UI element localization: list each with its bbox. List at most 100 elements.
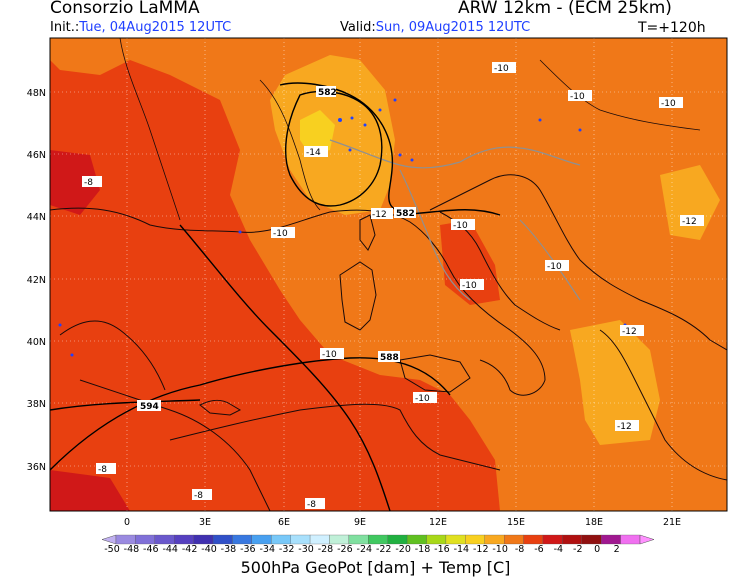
colorbar-swatch — [329, 534, 350, 545]
colorbar-swatch — [601, 534, 621, 545]
border-italy-inner — [399, 169, 471, 301]
colorbar-label: -2 — [573, 544, 582, 555]
coast-sardinia — [339, 261, 377, 331]
temp-label: -8 — [307, 500, 316, 510]
colorbar-swatch — [232, 534, 253, 545]
temp-label: -8 — [98, 465, 107, 475]
temp-label: -12 — [372, 210, 387, 220]
temp-label: -12 — [617, 422, 632, 432]
coast-corsica — [359, 214, 376, 251]
temp-label: -10 — [547, 262, 562, 272]
temp-region-minus10-northwest — [50, 38, 130, 75]
latitude-labels: 48N 46N 44N 42N 40N 38N 36N — [27, 88, 46, 473]
coastlines — [50, 174, 727, 511]
colorbar-swatch — [406, 534, 427, 545]
colorbar-label: -28 — [318, 544, 334, 555]
lon-label: 15E — [507, 517, 525, 528]
colorbar-label: -20 — [395, 544, 411, 555]
isoline-588 — [50, 357, 451, 471]
colorbar-swatch — [135, 534, 155, 545]
temp-label: -14 — [306, 148, 321, 158]
init-line: Init.:Tue, 04Aug2015 12UTC — [50, 20, 231, 35]
colorbar-label: -22 — [376, 544, 392, 555]
temperature-labels: -10 -10 -14 -8 -10 -12 -10 -12 -10 -10 -… — [82, 62, 704, 510]
colorbar-swatch — [251, 534, 272, 545]
colorbar-label: -24 — [357, 544, 373, 555]
geopot-label: 582 — [318, 88, 337, 98]
colorbar-label: -30 — [298, 544, 314, 555]
coast-north-med — [50, 207, 546, 396]
colorbar-swatch — [193, 534, 214, 545]
lon-label: 18E — [585, 517, 603, 528]
colorbar-swatch — [542, 534, 563, 545]
lon-label: 9E — [354, 517, 366, 528]
temp-label: -8 — [194, 491, 203, 501]
temp-region-minus12-balkans — [660, 165, 720, 240]
lon-label: 0 — [124, 517, 130, 528]
geopotential-labels: 582 582 588 594 — [137, 86, 416, 412]
temp-label: -10 — [570, 92, 585, 102]
temp-label: -10 — [462, 281, 477, 291]
lon-label: 6E — [278, 517, 290, 528]
isoline-594 — [50, 399, 201, 411]
border-france-east — [259, 79, 321, 211]
colorbar-label: -26 — [337, 544, 353, 555]
longitude-labels: 0 3E 6E 9E 12E 15E 18E 21E — [124, 517, 681, 528]
land-borders — [119, 38, 701, 221]
colorbar-swatch — [484, 534, 505, 545]
org-title: Consorzio LaMMA — [50, 0, 200, 18]
lat-label: 36N — [27, 462, 46, 473]
colorbar-swatch — [523, 534, 544, 545]
graticule — [50, 38, 727, 511]
init-prefix: Init.: — [50, 20, 80, 35]
temp-region-minus10 — [120, 38, 727, 511]
coast-sicily — [399, 354, 471, 393]
geopot-label: 582 — [396, 209, 415, 219]
isoline-meridional — [179, 224, 391, 511]
colorbar-label: -16 — [434, 544, 450, 555]
colorbar-label: -46 — [143, 544, 159, 555]
coast-baleares-area — [59, 320, 166, 391]
valid-value: Sun, 09Aug2015 12UTC — [375, 20, 531, 35]
borders — [329, 139, 581, 301]
lakes — [58, 98, 627, 357]
colorbar-swatch — [309, 534, 330, 545]
colorbar-label: -40 — [201, 544, 217, 555]
map-frame — [49, 37, 728, 512]
colorbar-label: 0 — [594, 544, 600, 555]
colorbar-swatch — [212, 534, 233, 545]
border-central-europe — [539, 59, 701, 131]
coast-north-africa — [169, 403, 501, 471]
colorbar-swatch — [115, 534, 136, 545]
colorbar-label: -18 — [415, 544, 431, 555]
coast-iberia-africa — [79, 379, 271, 511]
colorbar-swatch — [445, 534, 466, 545]
temp-region-minus12-ionian — [570, 320, 660, 445]
colorbar: -50 -48 -46 -44 -42 -40 -38 -36 -34 -32 -30 -28 -26-… — [101, 534, 655, 555]
colorbar-swatch — [271, 534, 291, 545]
geopot-label: 594 — [140, 402, 159, 412]
lat-label: 40N — [27, 337, 46, 348]
lat-label: 44N — [27, 212, 46, 223]
colorbar-label: -10 — [492, 544, 508, 555]
lat-label: 38N — [27, 399, 46, 410]
temp-label: -10 — [322, 350, 337, 360]
model-title: ARW 12km - (ECM 25km) — [458, 0, 672, 18]
temperature-field — [50, 38, 727, 511]
temp-region-minus14 — [300, 110, 335, 155]
colorbar-right-triangle — [639, 534, 655, 545]
colorbar-label: -48 — [124, 544, 140, 555]
colorbar-swatch — [368, 534, 388, 545]
colorbar-swatch — [174, 534, 194, 545]
colorbar-swatch — [387, 534, 408, 545]
colorbar-label: -44 — [162, 544, 178, 555]
border-france-west — [119, 38, 181, 221]
temp-region-minus8-italy — [440, 220, 500, 305]
colorbar-label: -42 — [182, 544, 198, 555]
geopot-label: 588 — [380, 353, 399, 363]
temp-label: -12 — [622, 327, 637, 337]
colorbar-swatch — [426, 534, 447, 545]
colorbar-swatch — [290, 534, 311, 545]
coast-greece — [599, 329, 727, 481]
